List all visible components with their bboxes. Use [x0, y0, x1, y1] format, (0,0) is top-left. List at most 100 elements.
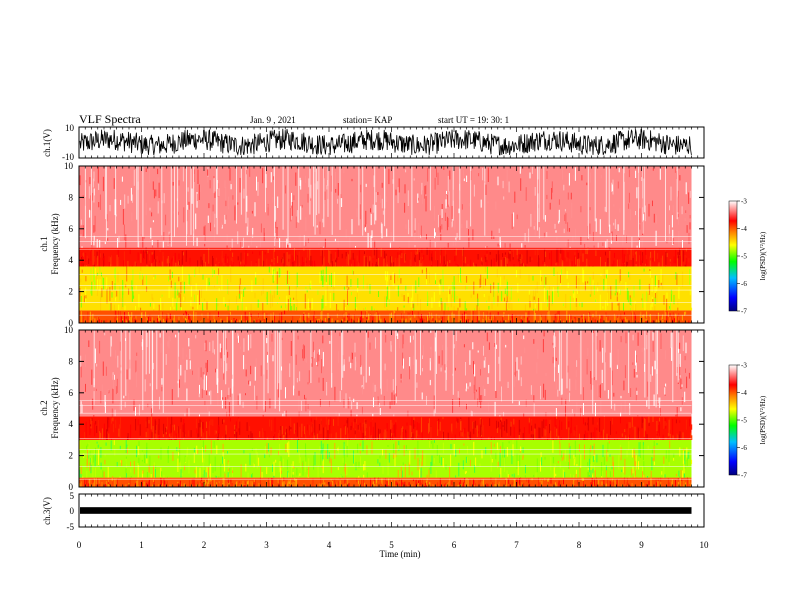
spectrogram-cell [426, 279, 427, 285]
spectrogram-cell [405, 254, 406, 261]
spectrogram-cell [530, 385, 532, 395]
spectrogram-cell [260, 238, 261, 248]
spectrogram-cell [362, 318, 364, 323]
spectrogram-cell [118, 310, 119, 322]
spectrogram-cell [153, 462, 155, 478]
spectrogram-streak [380, 330, 382, 395]
spectrogram-cell [563, 321, 565, 323]
spectrogram-cell [594, 319, 596, 323]
spectrogram-cell [484, 357, 486, 368]
spectrogram-cell [346, 445, 348, 458]
spectrogram-cell [232, 470, 234, 473]
spectrogram-cell [637, 428, 639, 439]
spectrogram-cell [461, 432, 463, 437]
spectrogram-cell [462, 169, 464, 179]
spectrogram-cell [207, 467, 209, 478]
spectrogram-cell [598, 385, 600, 398]
spectrogram-cell [286, 459, 288, 470]
spectrogram-cell [495, 201, 497, 210]
spectrogram-cell [538, 297, 540, 311]
spectrogram-cell [641, 298, 643, 301]
spectrogram-cell [624, 317, 626, 322]
spectrogram-cell [440, 297, 442, 305]
spectrogram-cell [96, 251, 98, 258]
spectrogram-cell [149, 321, 151, 323]
spectrogram-cell [356, 292, 358, 300]
spectrogram-cell [570, 473, 572, 478]
spectrogram-cell [310, 426, 312, 433]
spectrogram-cell [395, 481, 397, 486]
spectrogram-cell [295, 172, 297, 186]
spectrogram-cell [474, 412, 476, 417]
spectrogram-cell [621, 484, 623, 487]
spectrogram-cell [302, 460, 304, 476]
spectrogram-cell [152, 253, 154, 262]
spectrogram-cell [117, 355, 119, 368]
spectrogram-cell [596, 422, 598, 425]
spectrogram-cell [687, 477, 688, 487]
spectrogram-cell [468, 237, 470, 248]
spectrogram-cell [370, 257, 372, 264]
spectrogram-streak [595, 330, 597, 381]
spectrogram-cell [398, 445, 400, 450]
spectrogram-cell [135, 285, 137, 290]
spectrogram-cell [331, 483, 333, 487]
spectrogram-cell [123, 224, 125, 241]
spectrogram-cell [335, 189, 337, 193]
spectrogram-cell [222, 258, 224, 267]
spectrogram-cell [502, 253, 504, 257]
spectrogram-streak [594, 166, 596, 222]
spectrogram-cell [586, 182, 588, 186]
spectrogram-cell [435, 251, 436, 261]
spectrogram-cell [634, 314, 636, 320]
spectrogram-cell [539, 478, 541, 486]
spectrogram-cell [96, 441, 98, 444]
spectrogram-cell [529, 256, 531, 262]
spectrogram-cell [212, 340, 214, 353]
spectrogram-cell [94, 422, 96, 437]
spectrogram-cell [179, 440, 181, 456]
spectrogram-cell [386, 255, 387, 267]
spectrogram-cell [653, 461, 655, 466]
spectrogram-cell [189, 360, 191, 370]
spectrogram-cell [635, 251, 637, 262]
spectrogram-cell [241, 298, 243, 311]
spectrogram-cell [365, 420, 367, 424]
spectrogram-cell [433, 295, 435, 302]
spectrogram-cell [506, 419, 508, 434]
spectrogram-cell [626, 248, 628, 262]
spectrogram-streak [148, 330, 150, 374]
spectrogram-cell [503, 196, 505, 200]
spectrogram-cell [303, 262, 305, 267]
spectrogram-cell [297, 438, 299, 440]
spectrogram-cell [347, 418, 349, 434]
spectrogram-cell [251, 448, 253, 451]
spectrogram-cell [138, 294, 140, 308]
spectrogram-cell [254, 366, 256, 381]
spectrogram-cell [538, 227, 540, 239]
spectrogram-cell [304, 394, 305, 400]
spectrogram-cell [686, 447, 688, 460]
spectrogram-cell [133, 169, 135, 186]
spectrogram-cell [153, 303, 155, 310]
spectrogram-cell [190, 300, 192, 307]
spectrogram-cell [651, 449, 653, 454]
spectrogram-cell [574, 255, 576, 267]
spectrogram-cell [225, 253, 227, 266]
spectrogram-cell [152, 425, 154, 440]
spectrogram-cell [460, 484, 462, 487]
spectrogram-cell [152, 220, 154, 223]
spectrogram-cell [231, 257, 233, 265]
spectrogram-cell [421, 269, 423, 274]
spectrogram-cell [389, 313, 391, 323]
spectrogram-cell [574, 317, 576, 323]
spectrogram-cell [648, 283, 650, 295]
spectrogram-cell [516, 214, 518, 220]
spectrogram-cell [309, 425, 310, 436]
spectrogram-cell [322, 283, 324, 287]
spectrogram-cell [664, 421, 666, 426]
spectrogram-cell [308, 265, 310, 267]
spectrogram-cell [576, 464, 578, 467]
spectrogram-cell [656, 291, 658, 303]
spectrogram-cell [617, 349, 619, 364]
